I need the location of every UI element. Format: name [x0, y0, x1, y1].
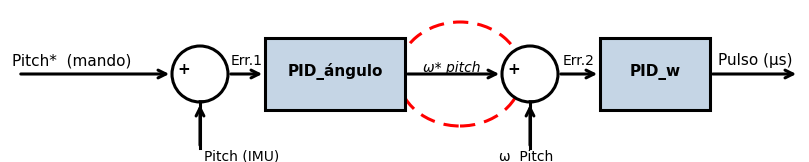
Bar [265, 38, 405, 110]
Text: Pitch*  (mando): Pitch* (mando) [12, 53, 131, 68]
Text: +: + [507, 63, 519, 77]
Text: Pulso (μs): Pulso (μs) [718, 53, 793, 68]
Text: −: − [197, 94, 210, 109]
Text: +: + [177, 63, 190, 77]
Text: −: − [527, 94, 540, 109]
Bar [600, 38, 710, 110]
Text: Err.2: Err.2 [563, 54, 595, 68]
Text: ω  Pitch: ω Pitch [499, 150, 553, 162]
Text: PID_w: PID_w [629, 64, 680, 80]
Ellipse shape [502, 46, 558, 102]
Text: Pitch (IMU): Pitch (IMU) [204, 150, 279, 162]
Text: PID_ángulo: PID_ángulo [287, 64, 383, 81]
Text: Err.1: Err.1 [231, 54, 262, 68]
Ellipse shape [172, 46, 228, 102]
Text: ω* pitch: ω* pitch [423, 61, 481, 75]
